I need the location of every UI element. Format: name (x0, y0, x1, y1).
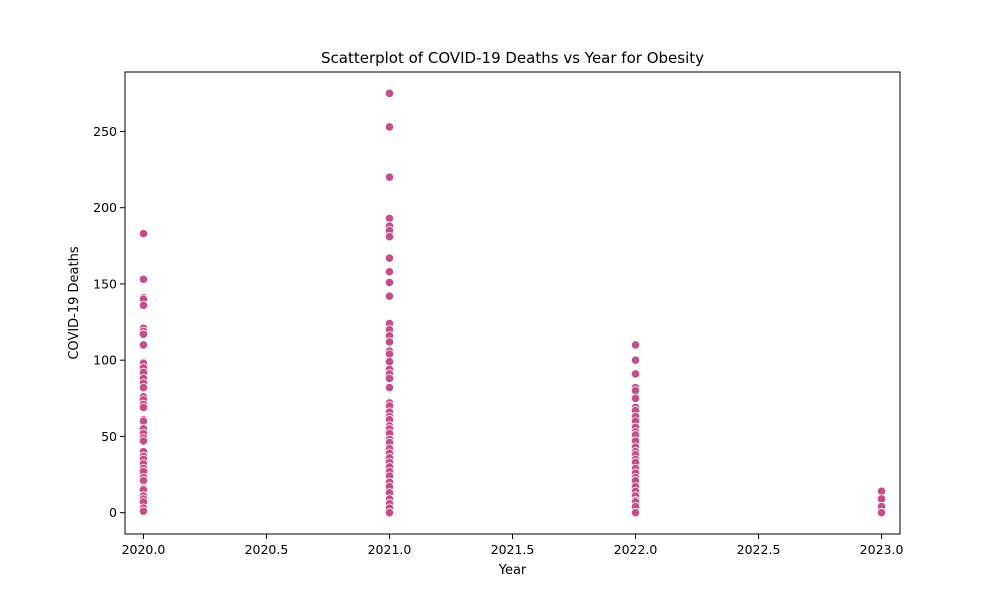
data-points (138, 88, 887, 518)
x-tick-label: 2022.5 (737, 542, 781, 557)
data-point (138, 416, 149, 426)
data-point (138, 506, 149, 516)
data-point (138, 476, 149, 486)
data-point (138, 229, 149, 239)
y-tick-label: 150 (93, 276, 117, 291)
data-point (630, 369, 641, 379)
y-axis-ticks: 0 50 100 150 200 250 (93, 124, 125, 520)
data-point (384, 122, 395, 132)
data-point (384, 172, 395, 182)
data-point (630, 340, 641, 350)
data-point (138, 300, 149, 310)
x-axis-label: Year (498, 563, 527, 578)
x-tick-label: 2023.0 (860, 542, 904, 557)
data-point (384, 291, 395, 301)
data-point (384, 267, 395, 277)
data-point (384, 383, 395, 393)
data-point (384, 357, 395, 367)
plot-area-frame (124, 71, 901, 535)
x-tick-label: 2022.0 (614, 542, 658, 557)
y-tick-label: 50 (101, 429, 117, 444)
data-point (630, 393, 641, 403)
data-point (876, 508, 887, 518)
y-tick-label: 0 (109, 505, 117, 520)
x-axis-ticks: 2020.0 2020.5 2021.0 2021.5 2022.0 2022.5 2023… (122, 534, 904, 557)
data-point (384, 349, 395, 359)
data-point (384, 277, 395, 288)
x-tick-label: 2021.0 (368, 542, 412, 557)
data-point (876, 486, 887, 496)
data-point (384, 337, 395, 347)
data-point (138, 402, 149, 413)
data-point (384, 373, 395, 384)
y-tick-label: 200 (93, 200, 117, 215)
chart-title: Scatterplot of COVID-19 Deaths vs Year f… (321, 49, 704, 67)
data-point (384, 232, 395, 242)
data-point (138, 274, 149, 284)
data-point (384, 253, 395, 263)
data-point (138, 340, 149, 350)
data-point (138, 329, 149, 339)
data-point (138, 383, 149, 393)
data-point (630, 386, 641, 396)
y-tick-label: 100 (93, 353, 117, 368)
data-point (384, 88, 395, 98)
data-point (138, 436, 149, 446)
x-tick-label: 2021.5 (491, 542, 535, 557)
x-tick-label: 2020.0 (122, 542, 166, 557)
y-axis-label: COVID-19 Deaths (67, 246, 82, 359)
data-point (384, 213, 395, 223)
data-point (876, 494, 887, 504)
y-tick-label: 250 (93, 124, 117, 139)
x-tick-label: 2020.5 (245, 542, 289, 557)
data-point (630, 355, 641, 365)
data-point (384, 508, 395, 518)
data-point (630, 508, 641, 518)
